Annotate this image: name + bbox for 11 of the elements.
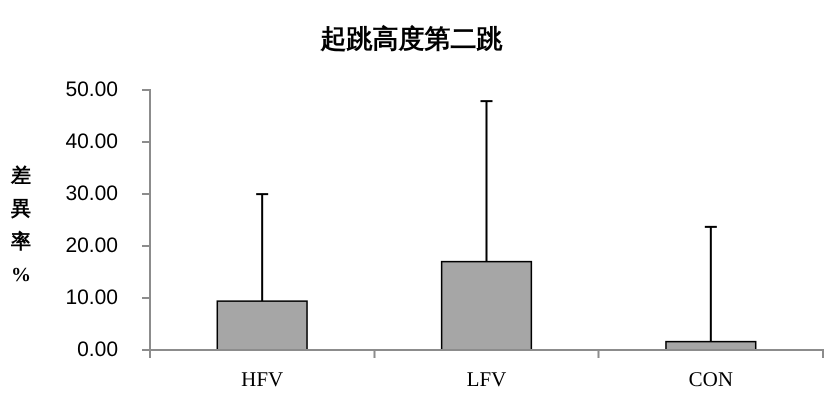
x-tick-label: LFV (466, 367, 506, 392)
x-tick-label: HFV (241, 367, 284, 392)
y-tick-label: 50.00 (65, 78, 118, 101)
y-axis-title: 差異率% (10, 164, 32, 288)
y-tick-label: 40.00 (65, 130, 118, 153)
y-tick-label: 0.00 (77, 338, 118, 361)
y-tick-label: 20.00 (65, 234, 118, 257)
y-tick-label: 30.00 (65, 182, 118, 205)
y-tick-label: 10.00 (65, 286, 118, 309)
x-tick-label: CON (688, 367, 734, 392)
chart-title: 起跳高度第二跳 (320, 24, 502, 54)
